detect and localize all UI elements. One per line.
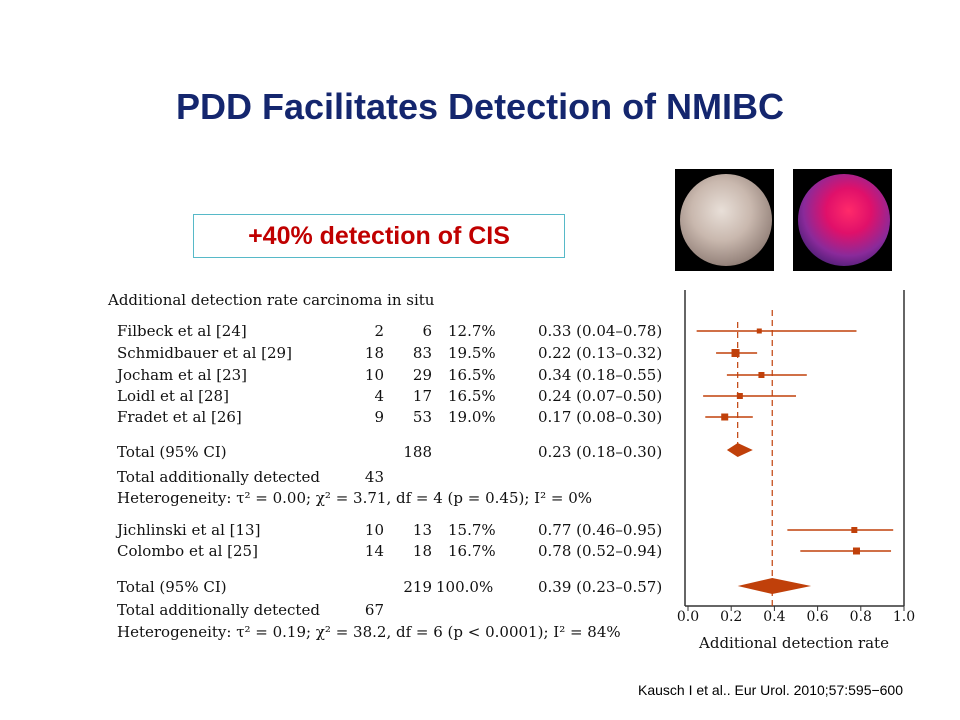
study-n2: 6 (422, 322, 432, 340)
study-n2: 53 (412, 408, 432, 426)
study-n2: 29 (412, 366, 432, 384)
study-weight: 16.5% (448, 387, 496, 405)
study-n2: 18 (412, 542, 432, 560)
study-point-estimate (851, 527, 858, 533)
study-weight: 15.7% (448, 521, 496, 539)
x-tick-label: 0.4 (763, 609, 785, 625)
study-point-estimate (736, 393, 743, 399)
study-n1: 18 (364, 344, 384, 362)
study-point-estimate (756, 328, 762, 334)
study-n2: 17 (412, 387, 432, 405)
study-ci: 0.24 (0.07–0.50) (538, 387, 663, 405)
x-tick-label: 1.0 (893, 609, 915, 625)
study-n1: 9 (374, 408, 384, 426)
study-n1: 4 (374, 387, 384, 405)
study-weight: 16.5% (448, 366, 496, 384)
study-name: Fradet et al [26] (117, 408, 242, 426)
study-ci: 0.33 (0.04–0.78) (538, 322, 663, 340)
total-ci: 0.39 (0.23–0.57) (538, 578, 663, 596)
total-label: Total (95% CI) (117, 443, 227, 461)
total-label: Total (95% CI) (117, 578, 227, 596)
total-weight: 100.0% (436, 578, 494, 596)
study-name: Filbeck et al [24] (117, 322, 247, 340)
study-weight: 12.7% (448, 322, 496, 340)
detected-label: Total additionally detected (117, 468, 320, 486)
study-ci: 0.34 (0.18–0.55) (538, 366, 663, 384)
total-n: 188 (403, 443, 432, 461)
study-ci: 0.77 (0.46–0.95) (538, 521, 663, 539)
study-point-estimate (758, 372, 765, 378)
study-name: Schmidbauer et al [29] (117, 344, 292, 362)
x-axis-label: Additional detection rate (698, 634, 889, 652)
study-name: Colombo et al [25] (117, 542, 258, 560)
pooled-estimate-diamond (726, 443, 753, 457)
study-n1: 14 (364, 542, 384, 560)
study-n2: 83 (412, 344, 432, 362)
white-light-cystoscopy-image (675, 169, 774, 271)
study-name: Jocham et al [23] (117, 366, 248, 384)
study-point-estimate (731, 349, 740, 357)
detected-label: Total additionally detected (117, 601, 320, 619)
total-ci: 0.23 (0.18–0.30) (538, 443, 663, 461)
citation: Kausch I et al.. Eur Urol. 2010;57:595−6… (638, 682, 904, 698)
cis-detection-callout: +40% detection of CIS (193, 214, 565, 258)
study-ci: 0.78 (0.52–0.94) (538, 542, 663, 560)
study-n1: 2 (374, 322, 384, 340)
x-tick-label: 0.8 (850, 609, 872, 625)
detected-value: 43 (364, 468, 384, 486)
study-n1: 10 (364, 521, 384, 539)
blue-light-cystoscopy-image (793, 169, 892, 271)
slide-title: PDD Facilitates Detection of NMIBC (175, 86, 785, 127)
study-ci: 0.22 (0.13–0.32) (538, 344, 663, 362)
x-tick-label: 0.0 (677, 609, 699, 625)
pooled-estimate-diamond (737, 578, 812, 594)
detected-value: 67 (364, 601, 384, 619)
study-name: Loidl et al [28] (117, 387, 229, 405)
heterogeneity-text: Heterogeneity: τ² = 0.19; χ² = 38.2, df … (117, 623, 621, 641)
heterogeneity-text: Heterogeneity: τ² = 0.00; χ² = 3.71, df … (117, 489, 593, 507)
x-tick-label: 0.6 (806, 609, 828, 625)
x-tick-label: 0.2 (720, 609, 742, 625)
study-n1: 10 (364, 366, 384, 384)
study-weight: 19.5% (448, 344, 496, 362)
forest-title: Additional detection rate carcinoma in s… (108, 291, 435, 309)
study-n2: 13 (412, 521, 432, 539)
study-point-estimate (852, 547, 860, 555)
study-point-estimate (721, 413, 729, 421)
study-name: Jichlinski et al [13] (117, 521, 261, 539)
study-ci: 0.17 (0.08–0.30) (538, 408, 663, 426)
study-weight: 19.0% (448, 408, 496, 426)
study-weight: 16.7% (448, 542, 496, 560)
total-n: 219 (403, 578, 432, 596)
